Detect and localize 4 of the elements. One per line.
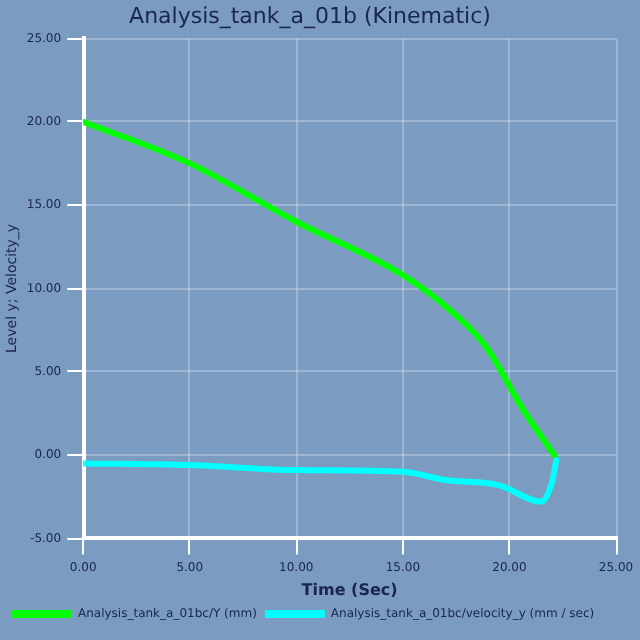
- line-series: [83, 457, 560, 505]
- chart-title: Analysis_tank_a_01b (Kinematic): [129, 2, 491, 29]
- x-axis-title: Time (Sec): [301, 580, 398, 599]
- line-series: [83, 118, 558, 459]
